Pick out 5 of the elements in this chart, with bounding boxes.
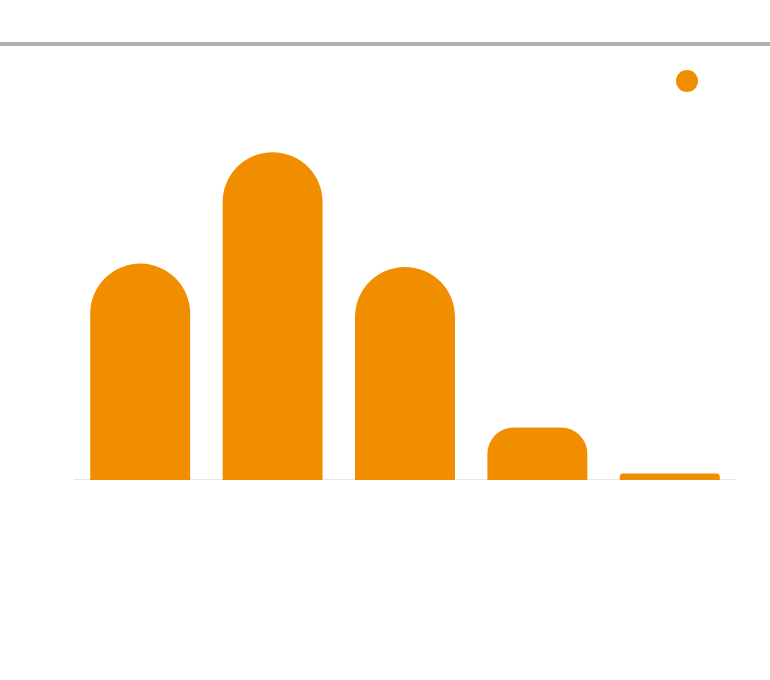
bar [355, 266, 455, 480]
bar [487, 427, 588, 480]
bar [90, 263, 191, 480]
bar [619, 473, 720, 480]
bar [222, 152, 323, 480]
